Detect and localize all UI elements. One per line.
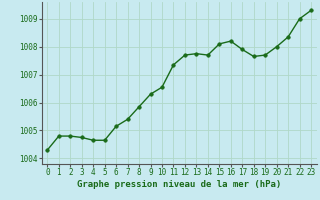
X-axis label: Graphe pression niveau de la mer (hPa): Graphe pression niveau de la mer (hPa)	[77, 180, 281, 189]
